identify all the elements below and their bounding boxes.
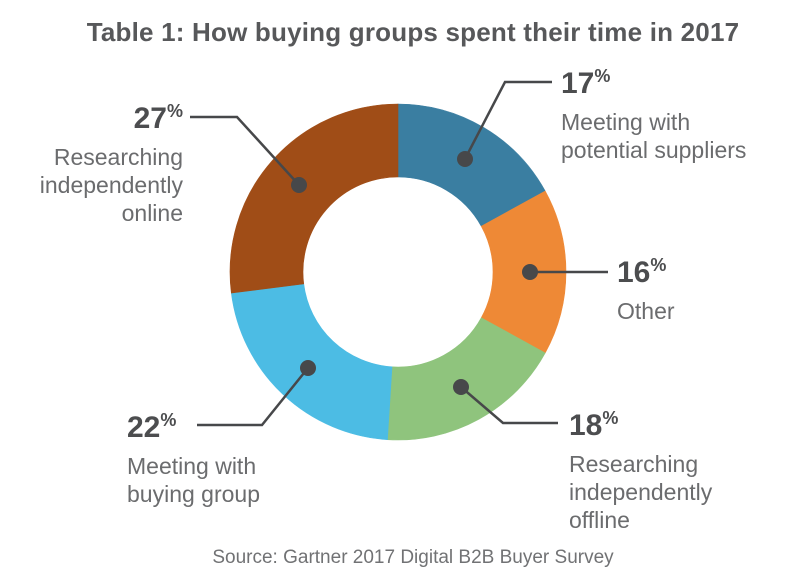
leader-line [463, 80, 552, 160]
percent-sign: % [166, 101, 183, 121]
callout-percent: 16% [617, 255, 667, 289]
callout-percent: 22% [127, 410, 177, 444]
callout-percent: 27% [133, 101, 183, 135]
percent-sign: % [602, 408, 619, 428]
percent-sign: % [160, 410, 177, 430]
callout-dot [522, 264, 538, 280]
callout-label: Other [617, 298, 675, 324]
source-citation: Source: Gartner 2017 Digital B2B Buyer S… [212, 547, 614, 568]
leader-line [190, 115, 300, 186]
callout-dot [457, 151, 473, 167]
callout-researching-independently-online: 27% Researching independently online [40, 96, 183, 227]
callout-meeting-with-buying-group: 22% Meeting with buying group [127, 405, 260, 508]
callout-dot [300, 360, 316, 376]
callout-other: 16% Other [617, 250, 675, 325]
leader-line [197, 367, 309, 427]
callout-meeting-with-potential-suppliers: 17% Meeting with potential suppliers [561, 61, 746, 164]
callout-percent: 18% [569, 408, 619, 442]
callout-researching-independently-offline: 18% Researching independently offline [569, 403, 712, 534]
percent-sign: % [650, 255, 667, 275]
leader-line [460, 386, 558, 425]
callout-dot [291, 177, 307, 193]
donut-segment-researching-independently-online [229, 103, 399, 294]
callout-label: Researching independently offline [569, 451, 713, 533]
callout-label: Researching independently online [39, 144, 183, 226]
chart-title: Table 1: How buying groups spent their t… [86, 17, 740, 47]
callout-dot [453, 379, 469, 395]
percent-sign: % [594, 66, 611, 86]
callout-percent: 17% [561, 66, 611, 100]
callout-label: Meeting with potential suppliers [561, 109, 747, 163]
callout-label: Meeting with buying group [127, 453, 260, 507]
